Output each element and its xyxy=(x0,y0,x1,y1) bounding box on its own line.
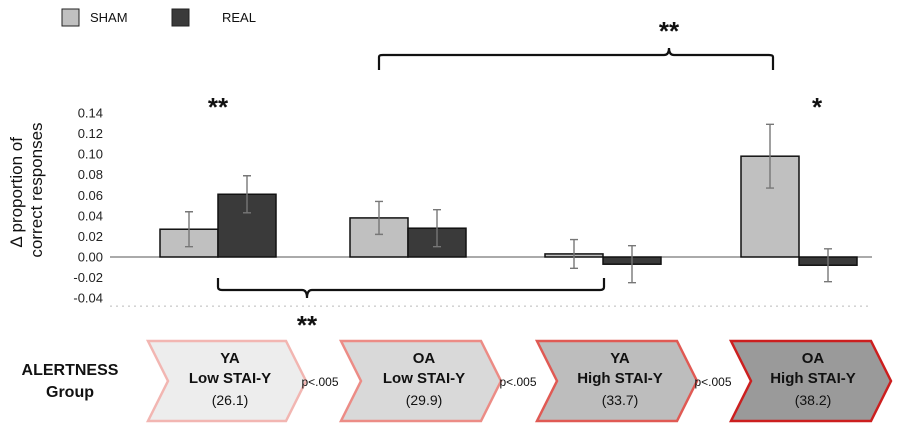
group-arrow-line2: High STAI-Y xyxy=(770,370,856,387)
group-arrow-line1: YA xyxy=(610,350,630,367)
group-arrow-line3: (33.7) xyxy=(602,392,639,408)
group-axis-title-line2: Group xyxy=(46,384,94,401)
y-tick-labels: 0.14 0.12 0.10 0.08 0.06 0.04 0.02 0.00 -0.02 -0.… xyxy=(73,106,103,306)
y-tick-label: 0.12 xyxy=(78,126,103,141)
y-tick-label: -0.04 xyxy=(73,291,103,306)
error-bar-real-4 xyxy=(824,248,832,283)
top-bracket xyxy=(377,47,775,70)
y-axis-label-line1: Δ proportion of xyxy=(7,137,26,248)
group-arrow-line1: OA xyxy=(413,350,436,367)
group-arrow-line1: OA xyxy=(802,350,825,367)
group-arrow-4: OA High STAI-Y (38.2) xyxy=(728,339,893,423)
legend-label-real: REAL xyxy=(222,10,256,25)
group-arrow-line1: YA xyxy=(220,350,240,367)
bars xyxy=(159,123,858,284)
bottom-bracket-stars: ** xyxy=(297,310,318,340)
group-arrows: YA Low STAI-Y (26.1) OA Low STAI-Y (29.9… xyxy=(145,339,893,423)
y-tick-label: 0.10 xyxy=(78,147,103,162)
group-arrow-line2: Low STAI-Y xyxy=(189,370,271,387)
pvalue-3: p<.005 xyxy=(694,375,731,389)
pvalue-2: p<.005 xyxy=(499,375,536,389)
error-bar-sham-4 xyxy=(766,123,774,189)
group-arrow-line3: (26.1) xyxy=(212,392,249,408)
y-tick-label: 0.00 xyxy=(78,250,103,265)
group-arrow-shape xyxy=(534,339,699,423)
y-tick-label: 0.04 xyxy=(78,208,103,223)
y-tick-label: 0.06 xyxy=(78,188,103,203)
pvalue-1: p<.005 xyxy=(301,375,338,389)
error-bar-sham-3 xyxy=(570,238,578,270)
group-arrow-line2: High STAI-Y xyxy=(577,370,663,387)
y-axis-label-line2: correct responses xyxy=(27,122,46,257)
y-tick-label: -0.02 xyxy=(73,270,103,285)
group-arrow-shape xyxy=(728,339,893,423)
y-axis-label: Δ proportion of correct responses xyxy=(7,122,46,257)
y-tick-label: 0.02 xyxy=(78,229,103,244)
group-arrow-shape xyxy=(338,339,503,423)
group-arrow-line3: (29.9) xyxy=(406,392,443,408)
bottom-bracket xyxy=(216,278,606,299)
error-bar-real-1 xyxy=(243,175,251,214)
y-tick-label: 0.08 xyxy=(78,167,103,182)
y-tick-label: 0.14 xyxy=(78,106,103,121)
group-axis-title-line1: ALERTNESS xyxy=(22,362,119,379)
error-bar-sham-1 xyxy=(185,211,193,248)
top-bracket-stars: ** xyxy=(659,16,680,46)
error-bar-real-3 xyxy=(628,244,636,284)
sig-star-group-4: * xyxy=(812,92,823,122)
error-bar-real-2 xyxy=(433,208,441,248)
group-arrow-line2: Low STAI-Y xyxy=(383,370,465,387)
error-bar-sham-2 xyxy=(375,200,383,236)
legend: SHAM REAL xyxy=(61,8,256,27)
legend-label-sham: SHAM xyxy=(90,10,128,25)
legend-swatch-sham xyxy=(61,8,80,27)
group-arrow-shape xyxy=(145,339,308,423)
group-arrow-line3: (38.2) xyxy=(795,392,832,408)
sig-star-group-1: ** xyxy=(208,92,229,122)
group-arrow-2: OA Low STAI-Y (29.9) xyxy=(338,339,503,423)
group-arrow-3: YA High STAI-Y (33.7) xyxy=(534,339,699,423)
legend-swatch-real xyxy=(171,8,190,27)
group-arrow-1: YA Low STAI-Y (26.1) xyxy=(145,339,308,423)
